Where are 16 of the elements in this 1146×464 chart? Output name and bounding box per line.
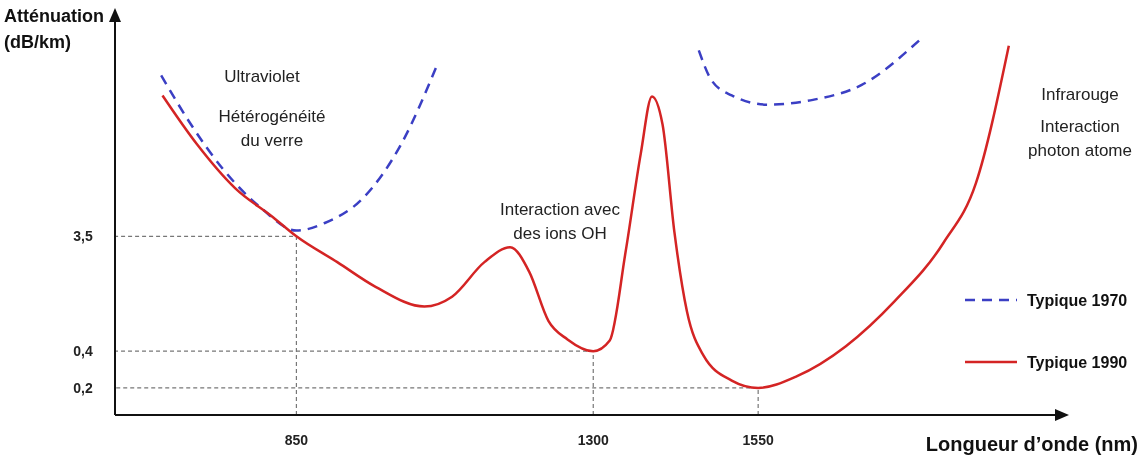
annotation: Hétérogénéité du verre	[218, 107, 326, 150]
y-tick-label: 3,5	[73, 228, 93, 245]
annotation: Interaction avec des ions OH	[499, 200, 621, 243]
line-series	[161, 44, 1011, 390]
y-tick-label: 0,4	[73, 343, 93, 360]
legend-label: Typique 1990	[1027, 354, 1128, 371]
x-axis-title: Longueur d’onde (nm)	[925, 433, 1138, 455]
x-tick-label: 850	[284, 432, 309, 448]
y-tick-label: 0,2	[73, 379, 93, 396]
annotation: Infrarouge	[1041, 85, 1119, 104]
legend-label: Typique 1970	[1027, 292, 1128, 309]
x-tick-label: 1300	[577, 432, 610, 448]
annotation: Ultraviolet	[224, 67, 301, 86]
annotation: Interaction photon atome	[1028, 117, 1132, 160]
y-axis-title: Atténuation (dB/km)	[4, 6, 104, 52]
x-tick-label: 1550	[742, 432, 774, 448]
